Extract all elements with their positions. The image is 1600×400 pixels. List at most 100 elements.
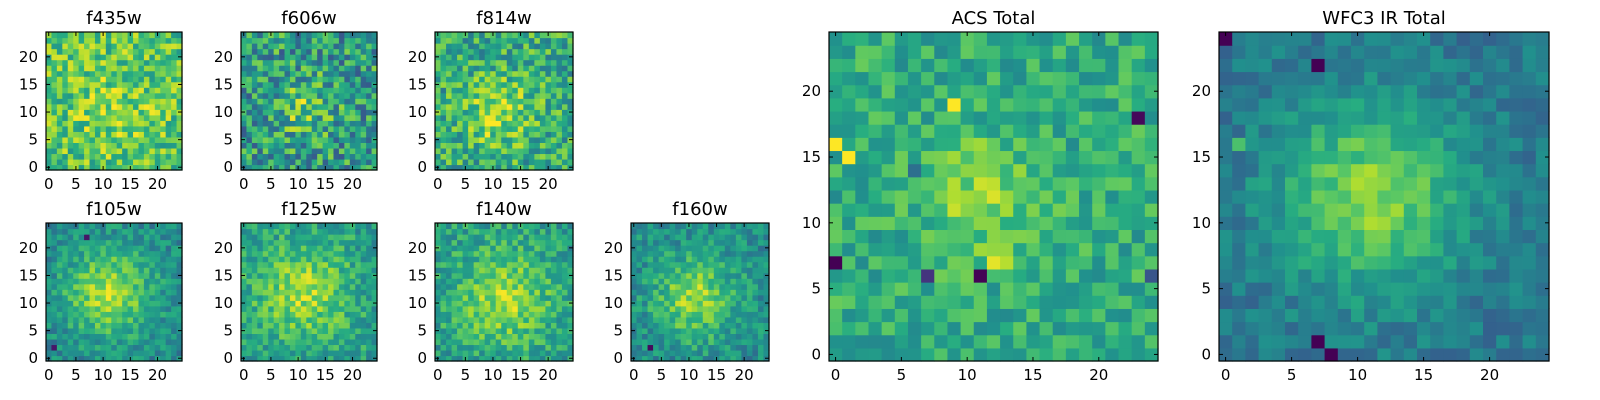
heatmap-cell: [111, 43, 118, 50]
heatmap-cell: [89, 70, 96, 77]
heatmap-cell: [268, 228, 275, 235]
heatmap-cell: [295, 65, 302, 72]
heatmap-cell: [855, 295, 870, 309]
heatmap-cell: [56, 245, 63, 252]
heatmap-cell: [462, 92, 469, 99]
heatmap-cell: [490, 283, 497, 290]
heatmap-cell: [446, 245, 453, 252]
heatmap-cell: [528, 65, 535, 72]
heatmap-cell: [697, 294, 704, 301]
heatmap-cell: [333, 338, 340, 346]
heatmap-cell: [484, 327, 491, 334]
heatmap-cell: [333, 283, 340, 290]
heatmap-cell: [523, 228, 530, 235]
heatmap-cell: [713, 278, 720, 285]
heatmap-cell: [51, 103, 58, 110]
heatmap-cell: [56, 70, 63, 77]
heatmap-cell: [62, 223, 69, 230]
heatmap-cell: [84, 153, 91, 160]
heatmap-cell: [440, 349, 447, 357]
heatmap-cell: [752, 305, 759, 312]
heatmap-cell: [451, 131, 458, 138]
heatmap-cell: [473, 70, 480, 77]
heatmap-cell: [62, 109, 69, 116]
heatmap-cell: [89, 87, 96, 94]
heatmap-cell: [473, 322, 480, 329]
heatmap-cell: [534, 120, 541, 127]
heatmap-cell: [251, 305, 258, 312]
heatmap-cell: [490, 59, 497, 66]
heatmap-cell: [262, 344, 269, 351]
heatmap-cell: [62, 355, 69, 362]
heatmap-cell: [468, 322, 475, 329]
heatmap-cell: [440, 54, 447, 61]
heatmap-cell: [658, 267, 665, 274]
heatmap-cell: [1092, 255, 1106, 270]
heatmap-cell: [1039, 163, 1054, 178]
heatmap-cell: [512, 37, 519, 44]
heatmap-cell: [328, 43, 335, 50]
heatmap-cell: [1052, 242, 1067, 257]
heatmap-cell: [730, 338, 737, 346]
heatmap-cell: [484, 316, 491, 323]
heatmap-cell: [735, 333, 742, 340]
heatmap-cell: [355, 92, 362, 99]
heatmap-cell: [1105, 242, 1120, 257]
heatmap-cell: [100, 327, 107, 334]
heatmap-cell: [539, 98, 546, 105]
heatmap-cell: [94, 327, 101, 334]
heatmap-cell: [479, 261, 486, 268]
heatmap-cell: [669, 311, 676, 318]
heatmap-cell: [484, 114, 491, 121]
heatmap-cell: [116, 164, 123, 171]
heatmap-cell: [691, 228, 698, 235]
heatmap-cell: [46, 322, 53, 329]
heatmap-cell: [702, 316, 709, 323]
heatmap-cell: [539, 114, 546, 121]
heatmap-cell: [241, 37, 248, 44]
heatmap-cell: [143, 228, 150, 235]
heatmap-cell: [881, 150, 896, 165]
heatmap-cell: [116, 300, 123, 307]
heatmap-cell: [446, 109, 453, 116]
heatmap-cell: [1131, 295, 1146, 309]
heatmap-cell: [257, 32, 264, 39]
heatmap-cell: [934, 308, 949, 323]
heatmap-cell: [907, 189, 922, 204]
heatmap-cell: [160, 305, 167, 312]
heatmap-cell: [349, 261, 356, 268]
heatmap-cell: [724, 278, 731, 285]
heatmap-cell: [306, 87, 313, 94]
heatmap-cell: [149, 125, 156, 132]
heatmap-cell: [94, 316, 101, 323]
heatmap-cell: [490, 239, 497, 246]
heatmap-cell: [89, 164, 96, 171]
heatmap-cell: [528, 239, 535, 246]
heatmap-cell: [675, 256, 682, 263]
heatmap-cell: [122, 311, 129, 318]
heatmap-cell: [51, 120, 58, 127]
heatmap-cell: [457, 278, 464, 285]
heatmap-cell: [127, 344, 134, 351]
heatmap-cell: [333, 136, 340, 143]
heatmap-cell: [100, 300, 107, 307]
heatmap-cell: [344, 131, 351, 138]
heatmap-cell: [435, 234, 442, 241]
heatmap-cell: [550, 272, 558, 279]
heatmap-cell: [631, 234, 638, 241]
heatmap-cell: [763, 305, 770, 312]
heatmap-cell: [160, 32, 167, 39]
heatmap-cell: [713, 256, 720, 263]
heatmap-cell: [501, 272, 508, 279]
heatmap-cell: [62, 131, 69, 138]
heatmap-cell: [366, 322, 373, 329]
heatmap-cell: [371, 131, 378, 138]
heatmap-cell: [78, 283, 85, 290]
heatmap-cell: [462, 338, 469, 346]
heatmap-cell: [284, 120, 291, 127]
heatmap-cell: [56, 48, 63, 55]
heatmap-cell: [1131, 334, 1146, 349]
heatmap-cell: [366, 131, 373, 138]
heatmap-cell: [116, 267, 123, 274]
heatmap-cell: [143, 70, 150, 77]
